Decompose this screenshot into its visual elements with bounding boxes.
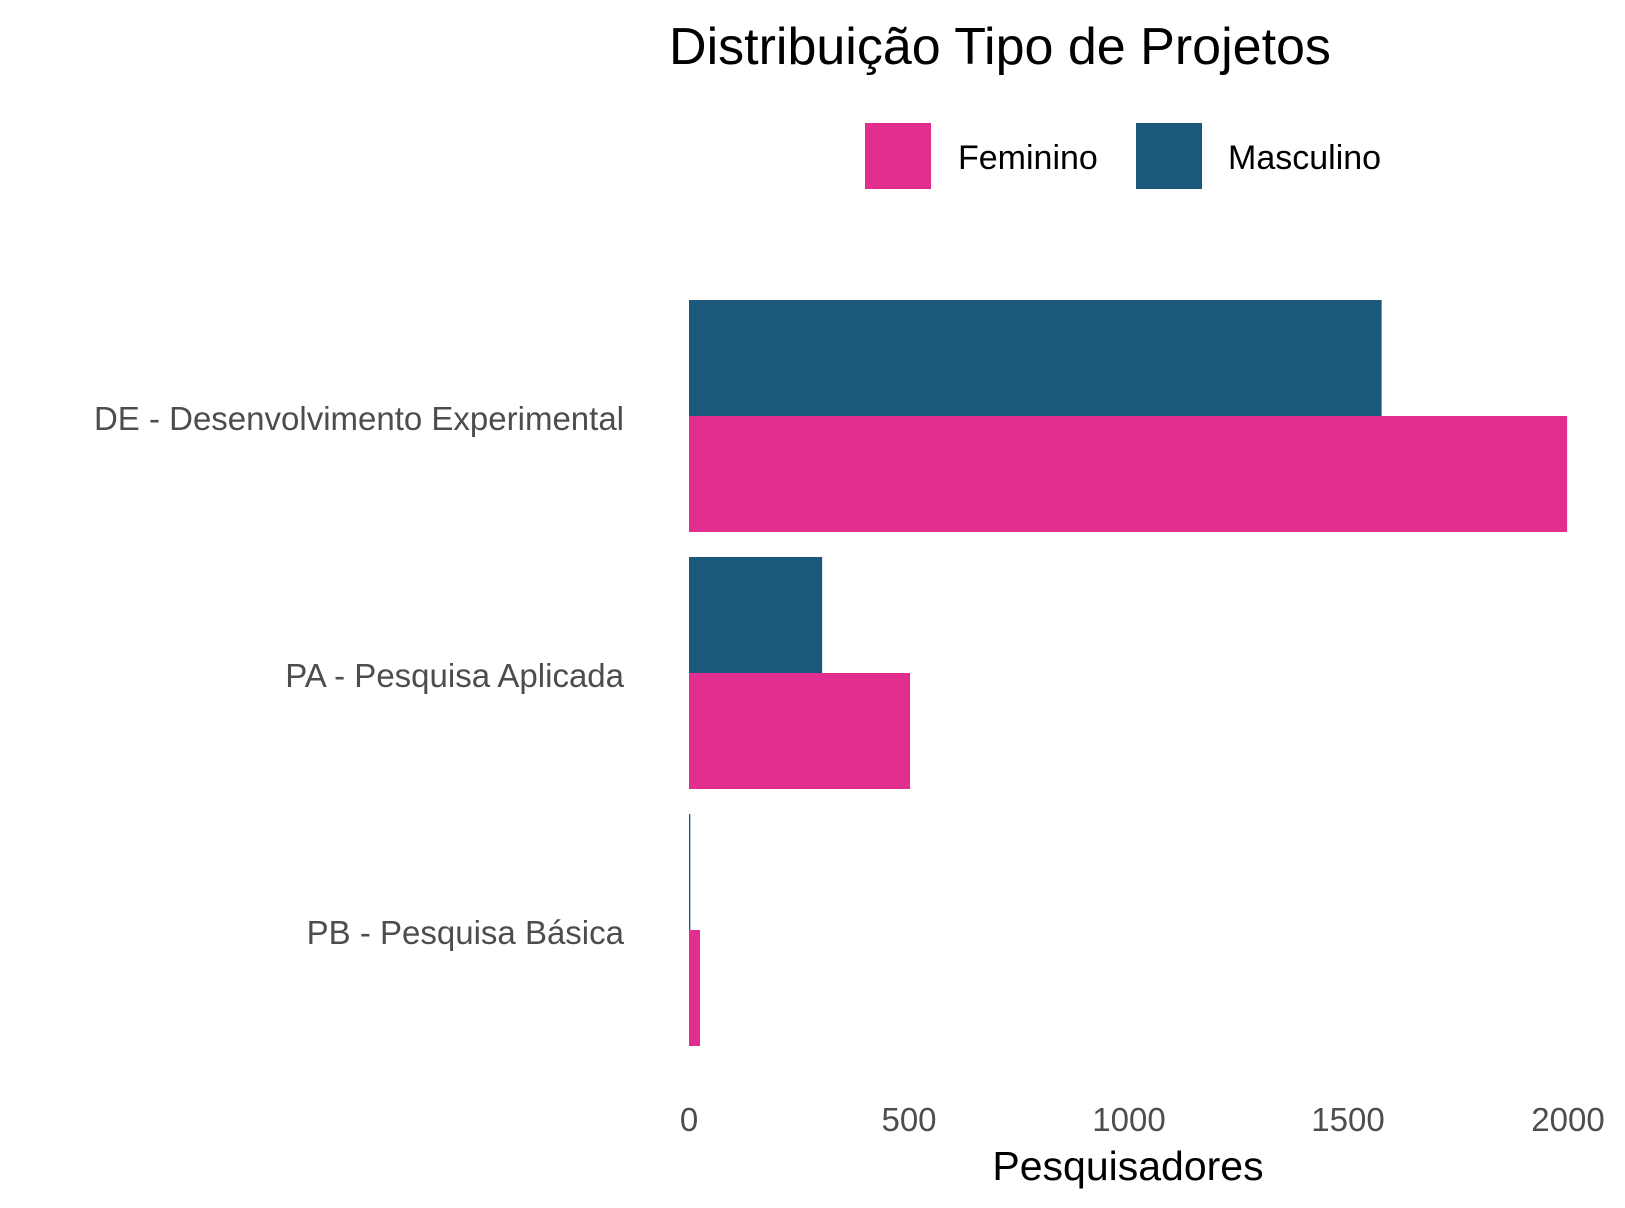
category-labels: DE - Desenvolvimento Experimental PA - P…: [94, 400, 625, 951]
bar-feminino-de: [689, 416, 1568, 532]
legend-label-feminino: Feminino: [958, 139, 1098, 177]
bar-feminino-pa: [689, 673, 911, 789]
bars: [689, 300, 1568, 1046]
x-tick-label-2000: 2000: [1531, 1101, 1604, 1138]
category-label-pb: PB - Pesquisa Básica: [307, 914, 625, 951]
category-label-pa: PA - Pesquisa Aplicada: [285, 657, 624, 694]
x-tick-label-1000: 1000: [1092, 1101, 1165, 1138]
legend: Feminino Masculino: [865, 123, 1381, 189]
x-axis-ticks: 0 500 1000 1500 2000: [680, 1101, 1605, 1138]
bar-masculino-pb: [689, 814, 691, 930]
legend-swatch-feminino: [865, 123, 931, 189]
category-label-de: DE - Desenvolvimento Experimental: [94, 400, 624, 437]
x-tick-label-1500: 1500: [1311, 1101, 1384, 1138]
bar-masculino-pa: [689, 557, 823, 673]
legend-label-masculino: Masculino: [1228, 139, 1381, 177]
x-tick-label-0: 0: [680, 1101, 698, 1138]
x-axis-title: Pesquisadores: [992, 1143, 1263, 1189]
bar-masculino-de: [689, 300, 1382, 416]
legend-swatch-masculino: [1136, 123, 1202, 189]
chart-title: Distribuição Tipo de Projetos: [669, 18, 1331, 76]
bar-feminino-pb: [689, 930, 700, 1046]
x-tick-label-500: 500: [881, 1101, 936, 1138]
